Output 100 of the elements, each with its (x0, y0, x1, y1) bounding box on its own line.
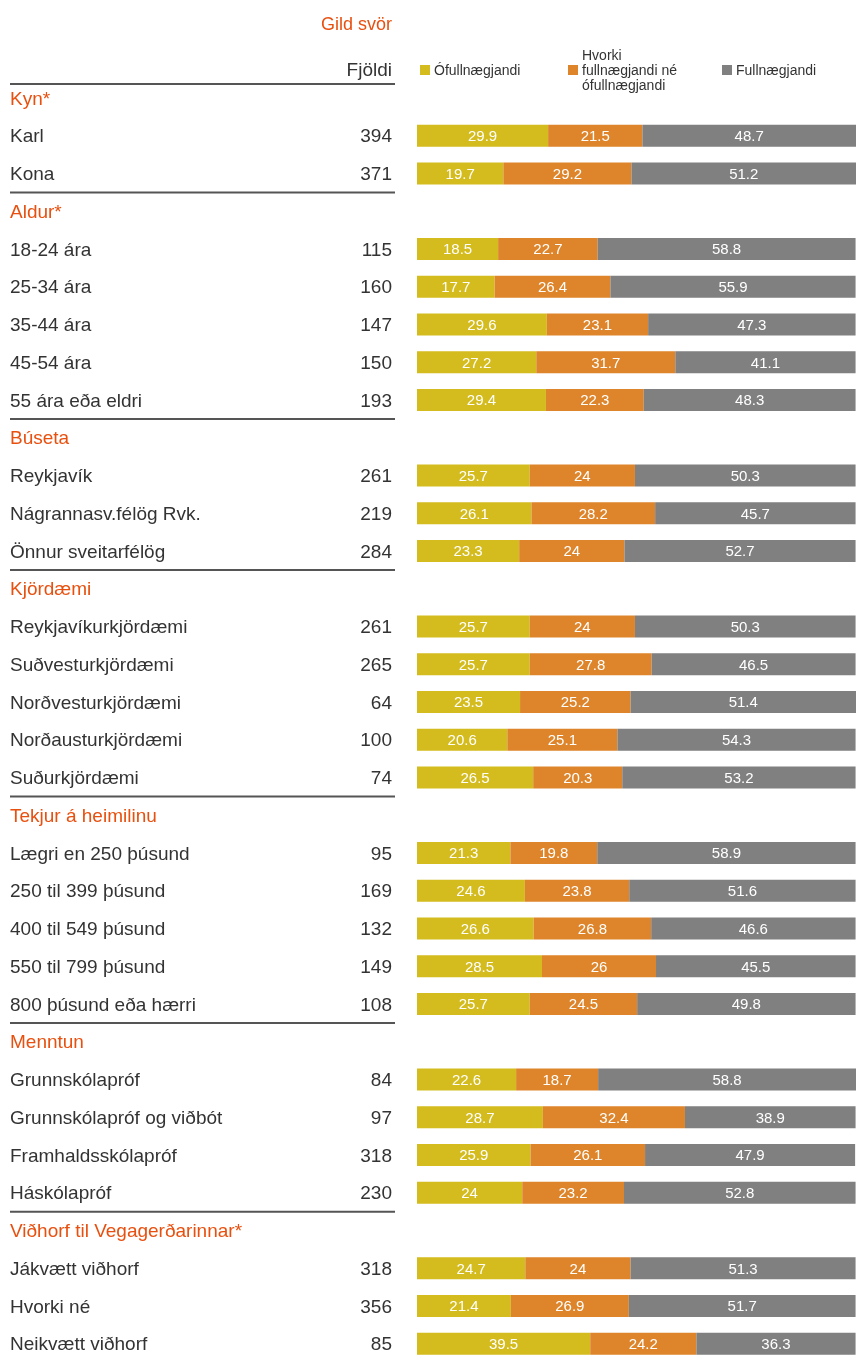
bar (417, 842, 511, 864)
legend-label: Ófullnægjandi (434, 61, 521, 78)
y-tick-label: 400 til 549 þúsund (10, 918, 166, 940)
bar (531, 502, 656, 525)
y-tick-label: Menntun (10, 1031, 84, 1053)
data-label: 54.3 (721, 731, 752, 748)
data-label: 47.3 (737, 315, 767, 333)
data-label: 25.2 (560, 693, 590, 711)
bar (417, 238, 499, 260)
bar (417, 1068, 517, 1091)
text: 261 (360, 616, 392, 638)
text: 97 (370, 1106, 392, 1128)
text: 74 (370, 767, 393, 789)
data-label: 23.2 (558, 1184, 588, 1201)
data-label: 26.1 (459, 504, 489, 522)
text: 149 (360, 955, 392, 977)
text: 132 (360, 918, 392, 940)
data-label: 20.3 (563, 768, 593, 786)
data-label: 36.3 (761, 1335, 791, 1352)
bar (630, 691, 856, 713)
data-label: 28.7 (465, 1108, 495, 1126)
bar (510, 1295, 629, 1317)
bar (655, 502, 856, 525)
bar (507, 728, 618, 751)
text: 85 (370, 1333, 392, 1355)
data-label: 19.7 (445, 164, 475, 182)
data-label: 48.3 (735, 391, 765, 409)
text: 115 (361, 238, 392, 260)
bar (510, 842, 598, 864)
text: 265 (360, 653, 392, 675)
bar (530, 1144, 646, 1166)
bar (417, 351, 537, 374)
bar (498, 238, 598, 260)
bar (634, 464, 856, 487)
data-label: 50.3 (730, 617, 760, 635)
data-label: 58.8 (712, 1070, 742, 1088)
y-tick-label: Suðurkjördæmi (10, 767, 139, 789)
bar (648, 313, 856, 336)
bar (417, 502, 532, 525)
data-label: 51.2 (729, 164, 759, 182)
y-tick-label: Suðvesturkjördæmi (10, 653, 174, 675)
bar (417, 1295, 511, 1317)
data-label: 26.9 (555, 1297, 585, 1315)
bar (417, 275, 495, 298)
data-label: 26 (590, 957, 608, 975)
bar (417, 1106, 543, 1129)
text: 64 (370, 691, 393, 713)
data-label: 24 (573, 466, 591, 484)
data-label: 51.7 (727, 1297, 757, 1315)
data-label: 18.7 (542, 1070, 572, 1088)
bar (597, 842, 856, 864)
data-label: 31.7 (591, 353, 621, 371)
data-label: 17.7 (441, 278, 471, 295)
data-label: 22.6 (451, 1070, 482, 1088)
bar (417, 993, 530, 1015)
data-label: 19.8 (539, 844, 569, 862)
y-tick-label: Reykjavíkurkjördæmi (10, 616, 188, 638)
data-label: 51.6 (727, 882, 758, 899)
bar (545, 389, 644, 411)
y-tick-label: 55 ára eða eldri (10, 389, 143, 411)
text: 284 (360, 540, 393, 562)
legend-label: Fullnægjandi (736, 61, 817, 78)
data-label: 45.5 (741, 957, 771, 975)
bar (622, 766, 856, 789)
data-label: 29.4 (466, 391, 497, 409)
data-label: 27.2 (462, 353, 492, 371)
bar (546, 313, 649, 336)
bar (529, 615, 635, 638)
bar (494, 275, 611, 298)
text: 230 (360, 1182, 392, 1204)
y-tick-label: Nágrannasv.félög Rvk. (10, 502, 201, 524)
data-label: 25.1 (547, 731, 577, 748)
data-label: 21.4 (449, 1297, 479, 1315)
text: 95 (370, 842, 392, 864)
data-label: 26.4 (537, 278, 568, 295)
data-label: 46.6 (738, 919, 768, 937)
y-tick-label: 35-44 ára (10, 314, 92, 336)
legend-label: Hvorki fullnægjandi né ófullnægjandi (582, 46, 678, 93)
bar (417, 1144, 531, 1166)
bar (536, 351, 676, 374)
y-tick-label: Háskólapróf (10, 1182, 113, 1204)
bar (417, 162, 504, 185)
bar (597, 238, 856, 260)
bar (417, 766, 534, 789)
data-label: 45.7 (740, 504, 770, 522)
y-tick-label: Reykjavík (10, 465, 93, 487)
text: Fjöldi (346, 59, 392, 80)
bar (643, 389, 856, 411)
bar (516, 1068, 599, 1091)
data-label: 25.7 (458, 466, 488, 484)
data-label: 23.1 (582, 315, 613, 333)
data-label: 22.3 (580, 391, 610, 409)
data-label: 25.7 (458, 655, 488, 673)
data-label: 24 (569, 1259, 587, 1277)
data-label: 23.8 (562, 882, 592, 899)
bar (598, 1068, 856, 1091)
bar (637, 993, 856, 1015)
data-label: 29.9 (467, 127, 498, 144)
bar (630, 1257, 856, 1280)
bar (417, 728, 508, 751)
